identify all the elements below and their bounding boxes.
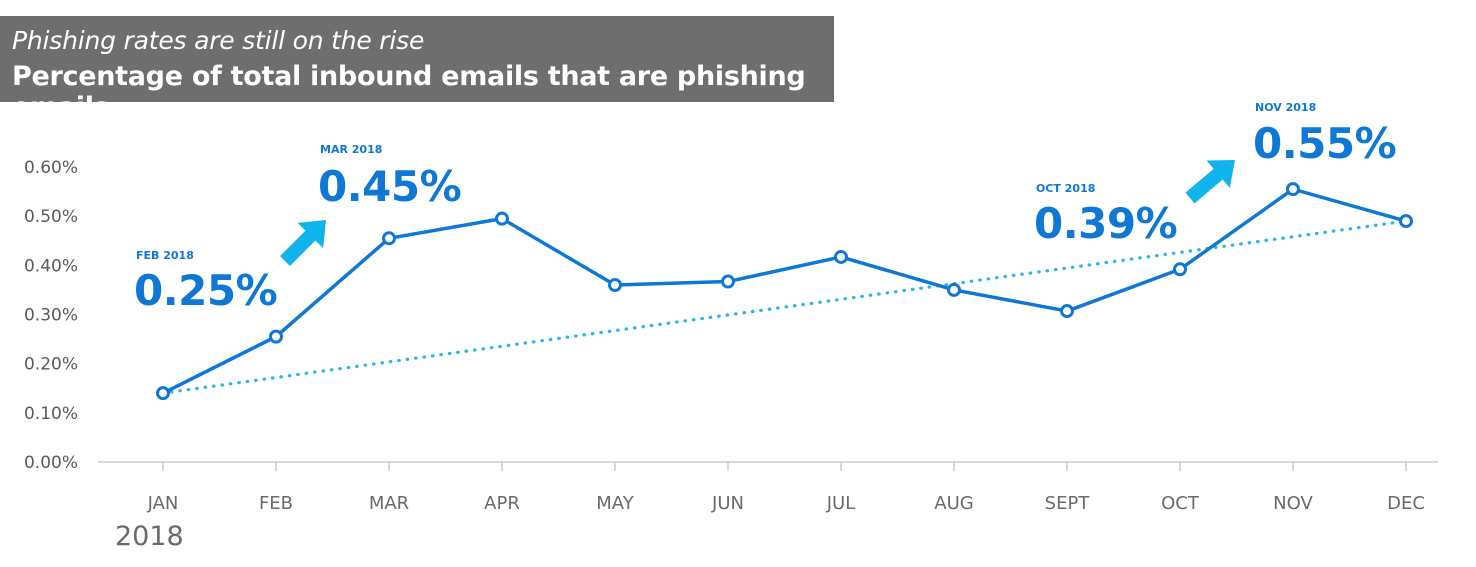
data-point [269,329,283,344]
data-point [495,211,509,226]
title-banner: Phishing rates are still on the rise Per… [0,16,834,123]
callout-value: 0.39% [1034,199,1177,248]
callout-value: 0.45% [318,162,461,211]
callout-label: FEB 2018 [136,249,194,262]
callout-label: NOV 2018 [1255,101,1316,114]
y-tick-label: 0.20% [24,355,78,375]
data-point [721,274,735,289]
x-tick-label: AUG [934,493,973,514]
series-line [162,187,1407,395]
chart-subtitle: Phishing rates are still on the rise [12,26,425,55]
x-tick-label: FEB [259,493,293,514]
x-tick-label: SEPT [1045,493,1091,514]
callout-value: 0.55% [1253,119,1396,168]
trendline [161,219,1408,395]
x-tick-label: MAR [369,493,409,514]
x-tick-label: JAN [147,493,179,514]
data-point [947,282,961,297]
trendline-layer [161,219,1408,395]
callouts-layer: FEB 2018 0.25% MAR 2018 0.45% OCT 2018 0.39% N… [134,101,1397,315]
data-point [156,386,170,401]
rise-arrow-icon [280,220,326,266]
x-tick-label: DEC [1387,493,1425,514]
x-tick-label: MAY [596,493,634,514]
chart-title: Percentage of total inbound emails that … [12,61,806,123]
data-point [1286,182,1300,197]
axes: 0.00% 0.10% 0.20% 0.30% 0.40% 0.50% 0.60% JAN FE… [24,158,1438,552]
rise-arrow-icon [1185,160,1235,204]
data-point [1399,214,1413,229]
data-point [382,231,396,246]
y-tick-label: 0.10% [24,404,78,424]
x-tick-label: OCT [1161,493,1200,514]
callout-label: OCT 2018 [1036,182,1095,195]
data-point [834,249,848,264]
data-point [608,278,622,292]
year-label: 2018 [115,521,184,552]
y-tick-label: 0.00% [24,453,78,473]
y-tick-label: 0.30% [24,306,78,326]
y-tick-label: 0.60% [24,158,78,178]
y-tick-label: 0.40% [24,256,78,276]
callout-value: 0.25% [134,266,277,315]
data-point [1060,304,1074,319]
data-point [1173,262,1187,277]
x-tick-label: APR [484,493,520,514]
x-tick-label: JUN [711,493,744,514]
x-tick-label: NOV [1273,493,1313,514]
x-tick-label: JUL [826,493,856,514]
callout-label: MAR 2018 [320,143,382,156]
y-tick-label: 0.50% [24,207,78,227]
series-layer [156,182,1413,401]
